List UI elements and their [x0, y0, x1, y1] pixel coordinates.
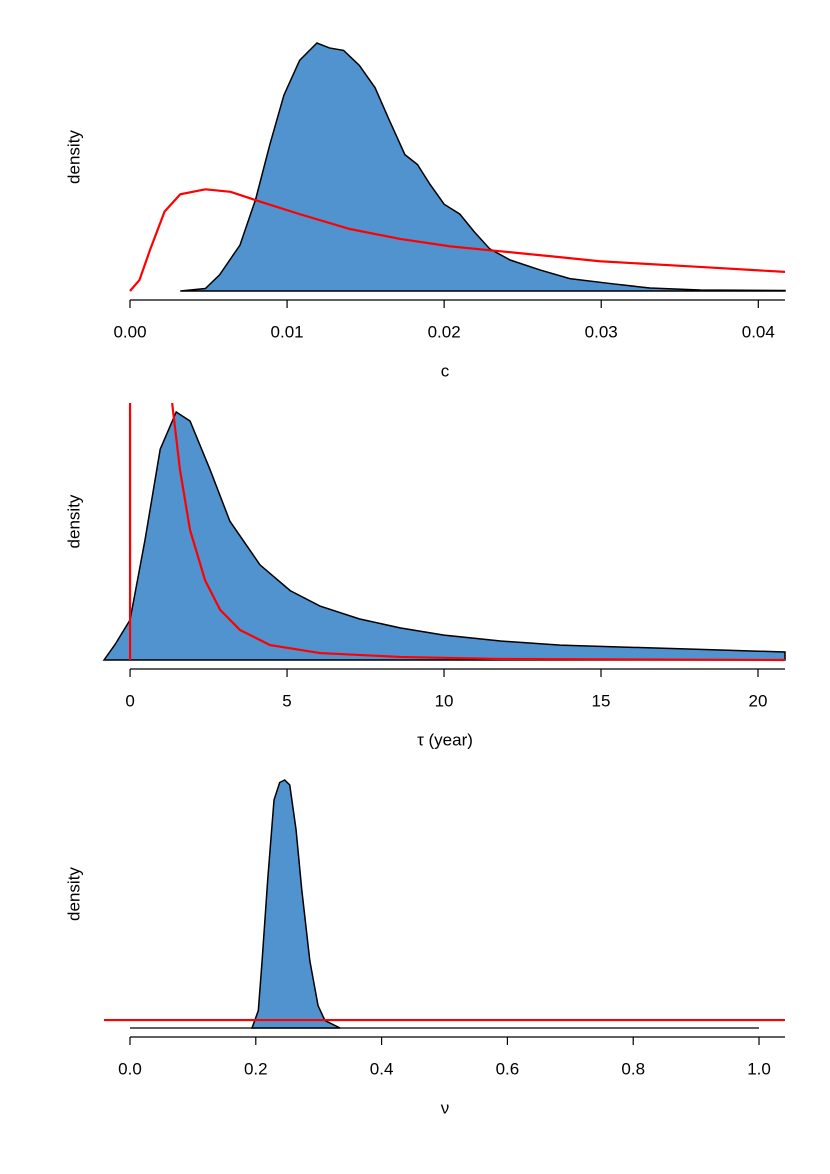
x-tick-label: 0.8 [621, 1059, 645, 1078]
density-area [180, 42, 786, 292]
x-tick-label: 0.2 [244, 1059, 268, 1078]
y-axis-label: density [64, 130, 83, 184]
x-tick-label: 0.02 [428, 322, 461, 341]
y-axis-label: density [64, 867, 83, 921]
x-tick-label: 0.04 [742, 322, 775, 341]
x-axis-label: ν [441, 1098, 450, 1117]
prior-line [171, 402, 786, 662]
x-tick-label: 0 [125, 691, 134, 710]
x-tick-label: 5 [282, 691, 291, 710]
x-tick-label: 0.0 [118, 1059, 142, 1078]
y-axis-label: density [64, 494, 83, 548]
x-tick-label: 20 [749, 691, 768, 710]
x-tick-label: 0.00 [113, 322, 146, 341]
x-tick-label: 0.03 [585, 322, 618, 341]
x-tick-label: 10 [435, 691, 454, 710]
x-tick-label: 1.0 [747, 1059, 771, 1078]
x-tick-label: 0.6 [496, 1059, 520, 1078]
x-tick-label: 0.01 [271, 322, 304, 341]
x-tick-label: 15 [592, 691, 611, 710]
x-tick-label: 0.4 [370, 1059, 394, 1078]
x-axis-label: c [441, 361, 450, 380]
density-area [250, 779, 341, 1029]
x-axis-label: τ (year) [417, 730, 473, 749]
density-area [102, 410, 786, 661]
prior-line [129, 188, 786, 292]
